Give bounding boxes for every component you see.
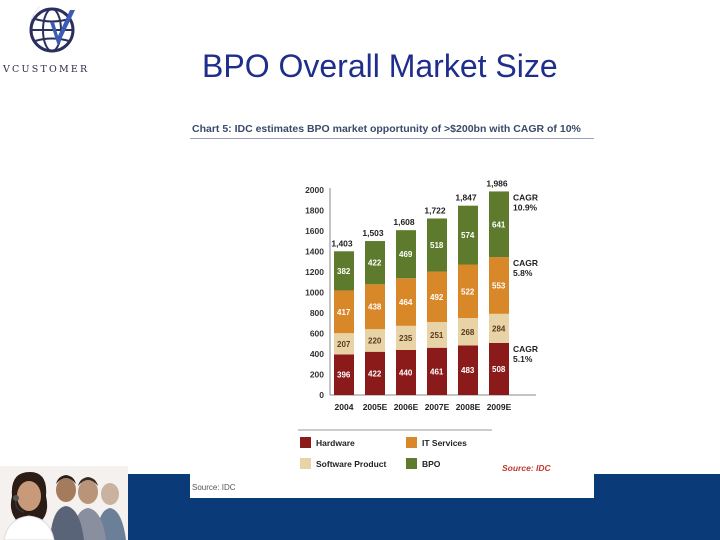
data-label: 518 (430, 241, 444, 250)
source-note: Source: IDC (192, 483, 236, 492)
y-tick-label: 2000 (305, 185, 324, 195)
cagr-label: CAGR (513, 344, 538, 354)
y-tick-label: 1200 (305, 267, 324, 277)
legend-label: BPO (422, 459, 441, 469)
bar-segment (458, 345, 478, 395)
bar-segment (489, 191, 509, 258)
data-label: 417 (337, 308, 351, 317)
legend-swatch (300, 437, 311, 448)
bar-segment (489, 257, 509, 314)
data-label: 464 (399, 298, 413, 307)
y-tick-label: 1600 (305, 226, 324, 236)
legend-swatch (300, 458, 311, 469)
y-tick-label: 600 (310, 329, 324, 339)
data-label: 235 (399, 334, 413, 343)
chart-source-label: Source: IDC (502, 463, 552, 473)
y-tick-label: 0 (319, 390, 324, 400)
data-label: 574 (461, 231, 475, 240)
total-label: 1,986 (486, 178, 508, 188)
y-tick-label: 400 (310, 349, 324, 359)
data-label: 483 (461, 366, 475, 375)
data-label: 492 (430, 293, 444, 302)
data-label: 422 (368, 259, 382, 268)
y-tick-label: 1400 (305, 247, 324, 257)
x-tick-label: 2006E (394, 402, 419, 412)
data-label: 268 (461, 328, 475, 337)
data-label: 284 (492, 324, 506, 333)
bar-segment (489, 313, 509, 343)
legend-label: Software Product (316, 459, 387, 469)
bar-segment (334, 333, 354, 355)
bar-segment (396, 230, 416, 279)
bar-segment (396, 349, 416, 395)
x-tick-label: 2007E (425, 402, 450, 412)
data-label: 422 (368, 369, 382, 378)
chart-heading: Chart 5: IDC estimates BPO market opport… (192, 123, 581, 135)
data-label: 522 (461, 287, 475, 296)
bar-segment (396, 325, 416, 350)
legend-label: IT Services (422, 438, 467, 448)
cagr-label: CAGR (513, 192, 538, 202)
cagr-label: 5.8% (513, 268, 533, 278)
chart-footer (190, 474, 594, 498)
bar-segment (427, 347, 447, 395)
slide-title: BPO Overall Market Size (202, 48, 558, 84)
bar-segment (427, 218, 447, 272)
bar-segment (458, 205, 478, 265)
vcustomer-logo (29, 6, 75, 53)
call-center-people-image (0, 466, 128, 540)
bar-segment (489, 342, 509, 395)
data-label: 440 (399, 368, 413, 377)
bar-segment (365, 241, 385, 285)
y-tick-label: 200 (310, 370, 324, 380)
bar-segment (427, 322, 447, 348)
chart-panel (190, 118, 594, 498)
legend-label: Hardware (316, 438, 355, 448)
total-label: 1,847 (455, 193, 477, 203)
data-label: 553 (492, 281, 506, 290)
data-label: 469 (399, 250, 413, 259)
bar-segment (396, 278, 416, 326)
data-label: 641 (492, 220, 506, 229)
bar-segment (365, 351, 385, 395)
bar-segment (365, 284, 385, 330)
legend-swatch (406, 437, 417, 448)
total-label: 1,403 (331, 238, 353, 248)
total-label: 1,722 (424, 205, 446, 215)
x-tick-label: 2005E (363, 402, 388, 412)
logo-wordmark: VCUSTOMER (3, 64, 90, 75)
cagr-label: CAGR (513, 258, 538, 268)
chart-heading-rule (190, 138, 594, 139)
bar-segment (334, 251, 354, 291)
bar-segment (365, 329, 385, 352)
data-label: 461 (430, 367, 444, 376)
bar-segment (458, 264, 478, 319)
bar-segment (427, 271, 447, 323)
data-label: 396 (337, 371, 351, 380)
bar-segment (334, 290, 354, 334)
y-tick-label: 1000 (305, 288, 324, 298)
bar-segment (334, 354, 354, 395)
data-label: 508 (492, 365, 506, 374)
cagr-label: 5.1% (513, 354, 533, 364)
data-label: 207 (337, 340, 351, 349)
total-label: 1,608 (393, 217, 415, 227)
x-tick-label: 2004 (335, 402, 354, 412)
bar-segment (458, 318, 478, 346)
x-tick-label: 2009E (487, 402, 512, 412)
y-tick-label: 800 (310, 308, 324, 318)
globe-icon (29, 6, 75, 53)
cagr-label: 10.9% (513, 202, 538, 212)
legend-swatch (406, 458, 417, 469)
x-tick-label: 2008E (456, 402, 481, 412)
y-tick-label: 1800 (305, 206, 324, 216)
data-label: 220 (368, 336, 382, 345)
data-label: 438 (368, 303, 382, 312)
total-label: 1,503 (362, 228, 384, 238)
data-label: 251 (430, 331, 444, 340)
data-label: 382 (337, 267, 351, 276)
